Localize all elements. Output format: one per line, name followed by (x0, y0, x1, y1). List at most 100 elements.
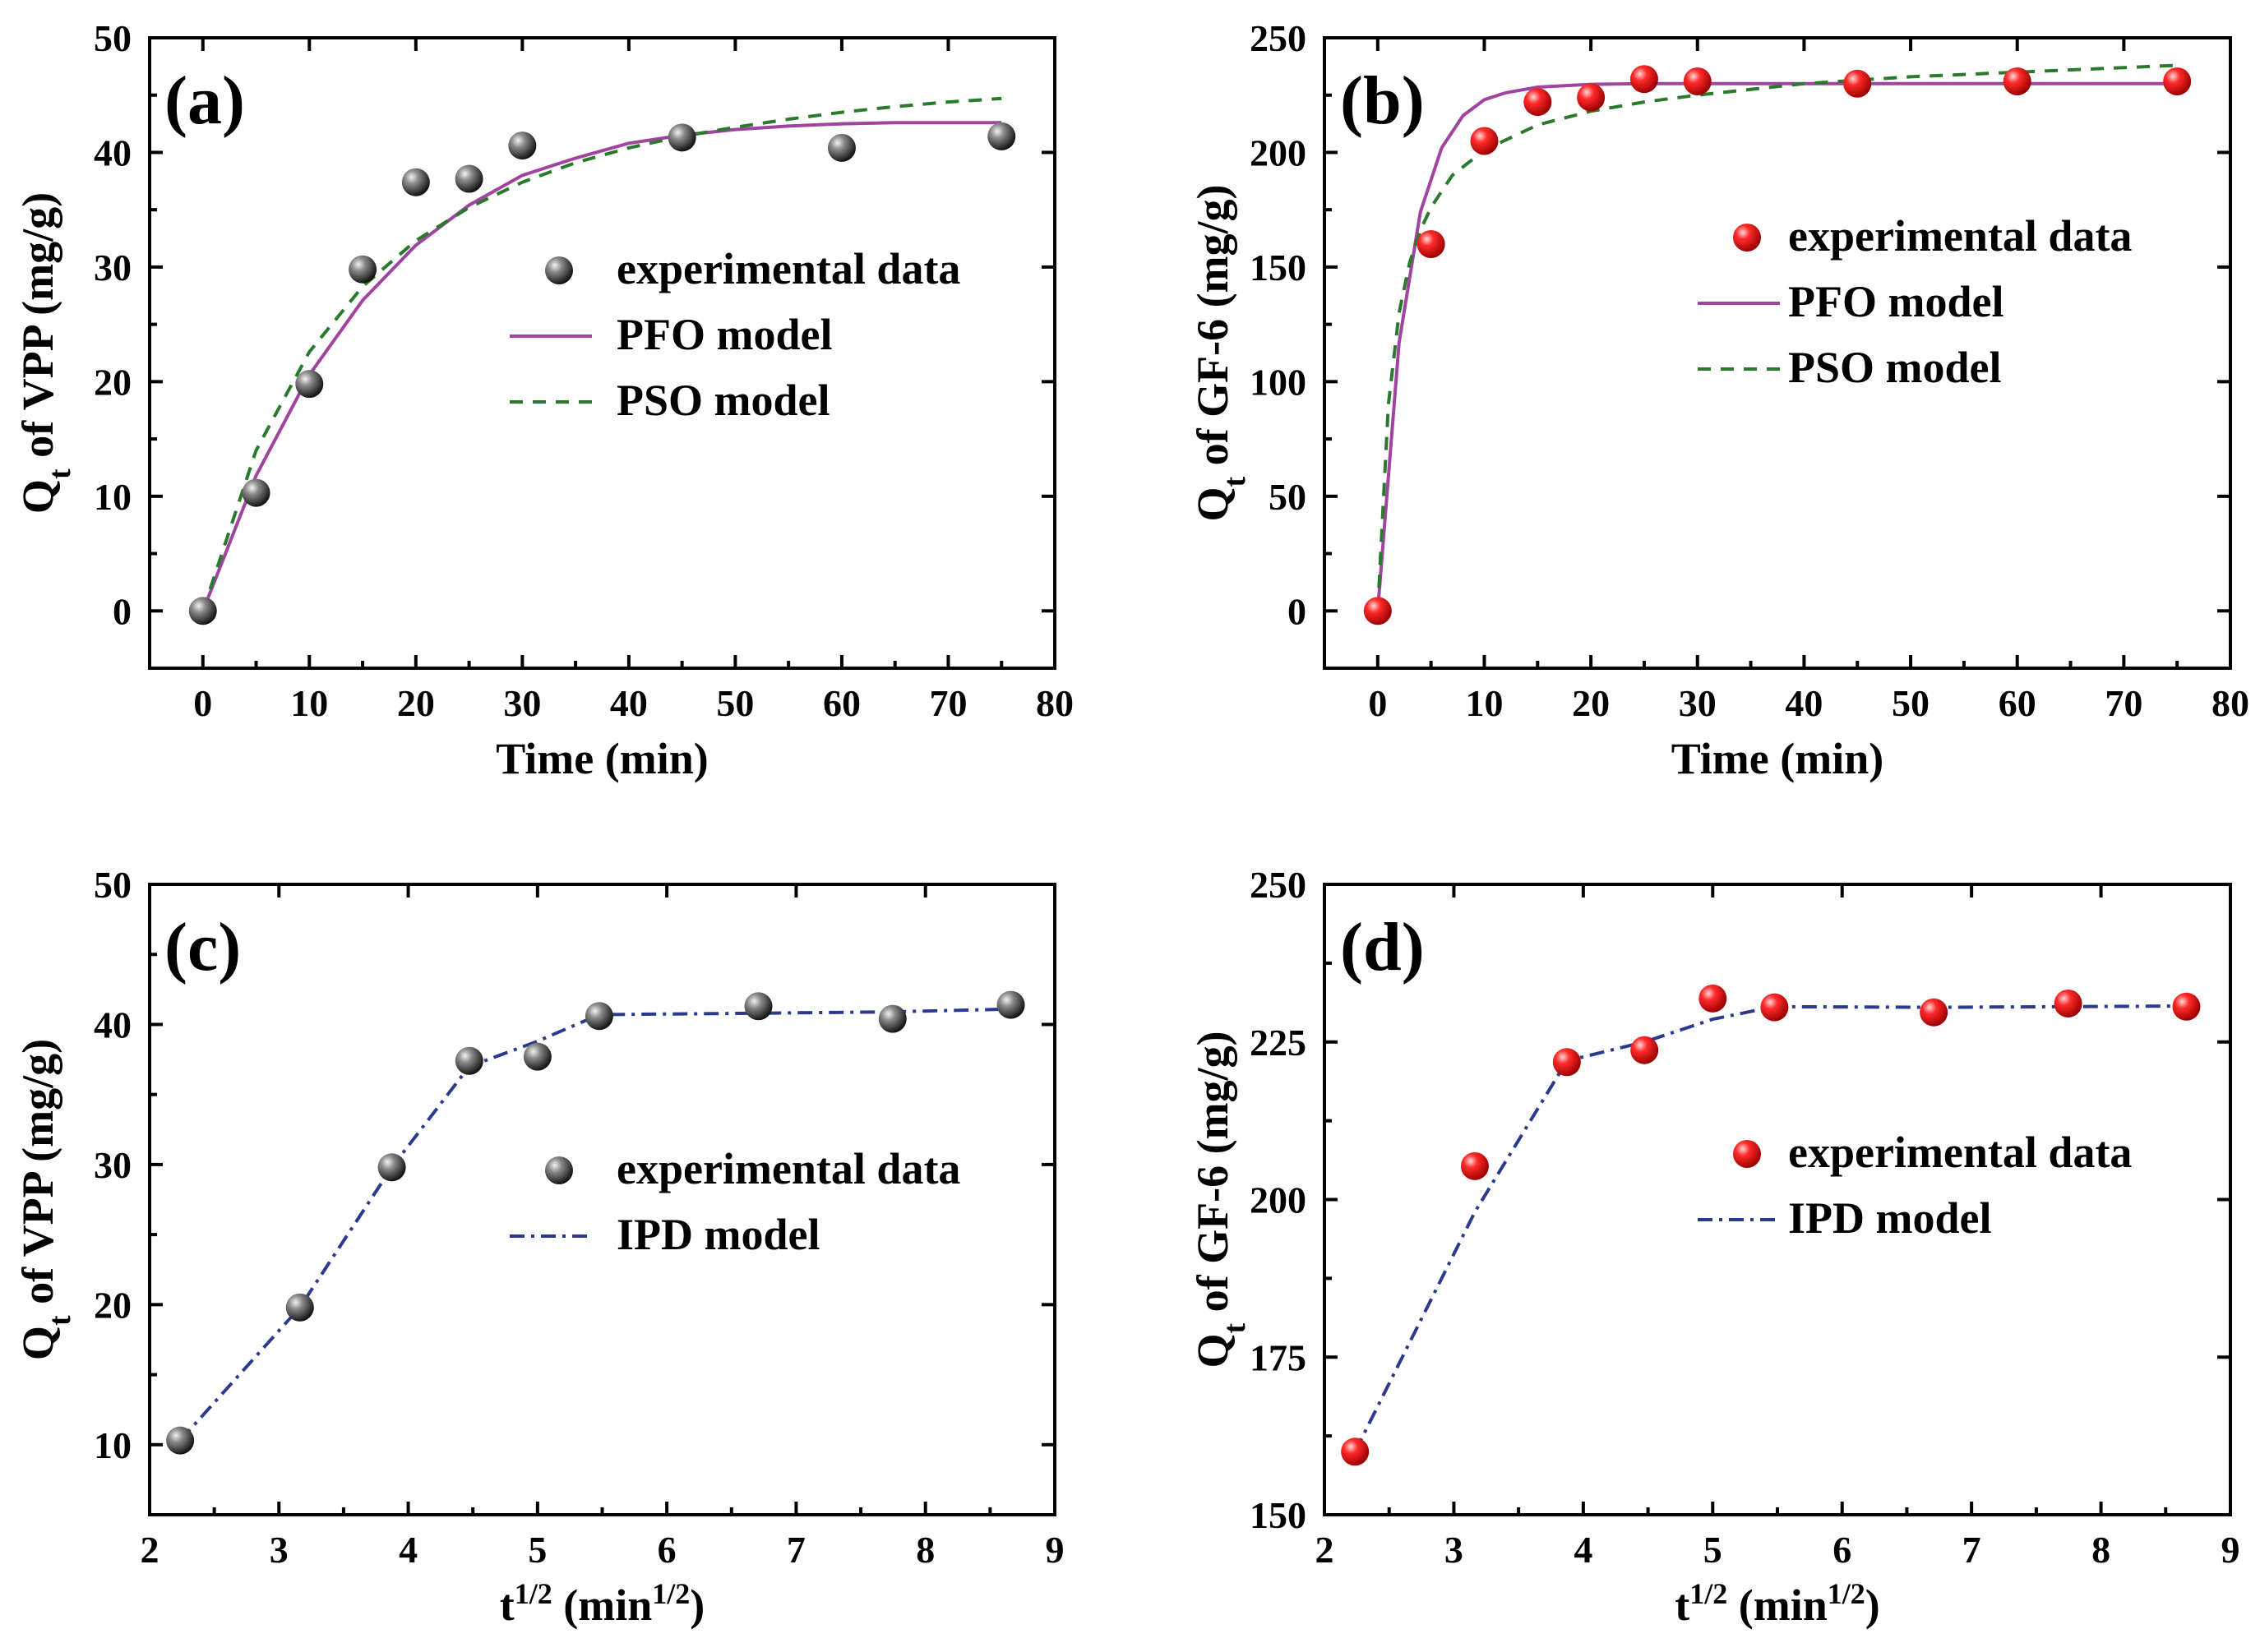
x-tick-label: 8 (2091, 1529, 2110, 1571)
legend-label: PFO model (617, 310, 832, 359)
legend-marker (1733, 1140, 1761, 1168)
series-ipd-model (178, 1007, 1011, 1442)
x-tick-label: 8 (916, 1529, 935, 1571)
data-point (401, 168, 430, 196)
y-tick-label: 100 (1250, 361, 1306, 403)
legend-label: experimental data (1788, 1128, 2132, 1177)
legend-marker (545, 1156, 573, 1184)
data-point (1523, 88, 1552, 117)
data-point (2054, 989, 2082, 1018)
plot-frame (148, 36, 1056, 670)
x-tick-label: 10 (290, 682, 328, 724)
y-tick-label: 250 (1250, 17, 1306, 59)
y-tick-label: 40 (94, 1004, 132, 1045)
y-axis-label: Qt of GF-6 (mg/g) (1188, 1031, 1252, 1368)
panel-label: (a) (164, 62, 245, 139)
legend-label: PSO model (617, 376, 830, 425)
x-tick-label: 30 (1679, 682, 1717, 724)
data-point (166, 1426, 195, 1455)
y-tick-label: 40 (94, 132, 132, 173)
y-tick-label: 10 (94, 1424, 132, 1466)
series-pso-model (201, 96, 1002, 611)
x-tick-label: 70 (929, 682, 967, 724)
y-tick-label: 150 (1250, 247, 1306, 288)
data-point (1683, 67, 1712, 95)
data-point (1760, 993, 1789, 1022)
legend-label: experimental data (617, 244, 960, 293)
x-tick-label: 50 (1892, 682, 1930, 724)
x-tick-label: 30 (503, 682, 541, 724)
y-axis-label: Qt of GF-6 (mg/g) (1188, 184, 1252, 521)
x-tick-label: 2 (1315, 1529, 1334, 1571)
x-tick-label: 5 (1703, 1529, 1722, 1571)
x-tick-label: 0 (193, 682, 212, 724)
legend-label: IPD model (1788, 1193, 1991, 1243)
legend-label: IPD model (617, 1210, 820, 1259)
x-tick-label: 80 (2211, 682, 2249, 724)
data-point (523, 1042, 552, 1071)
data-point (987, 122, 1016, 150)
data-point (1698, 984, 1727, 1013)
x-tick-label: 9 (2221, 1529, 2240, 1571)
panel-label: (d) (1340, 909, 1425, 985)
data-point (827, 133, 856, 162)
data-point (2163, 67, 2192, 95)
y-tick-label: 50 (1269, 476, 1306, 518)
series-ipd-model (1353, 1004, 2187, 1453)
legend-marker (1733, 224, 1761, 251)
x-tick-label: 6 (1832, 1529, 1851, 1571)
x-tick-label: 3 (270, 1529, 289, 1571)
y-tick-label: 50 (94, 17, 132, 59)
legend-label: experimental data (617, 1144, 960, 1193)
x-tick-label: 80 (1036, 682, 1074, 724)
legend-label: PSO model (1788, 343, 2002, 392)
y-tick-label: 150 (1250, 1494, 1306, 1536)
y-tick-label: 0 (113, 590, 132, 632)
x-tick-label: 0 (1368, 682, 1387, 724)
panel-c: 2 3 4 5 6 7 8 9 10 20 30 40 50 t1/2 (min1/2) Qt of VPP… (13, 864, 1065, 1630)
data-point (508, 132, 537, 160)
data-point (1843, 69, 1872, 98)
data-point (744, 992, 773, 1021)
data-point (1417, 230, 1445, 259)
legend-marker (545, 256, 573, 284)
y-tick-label: 250 (1250, 864, 1306, 906)
data-point (455, 164, 483, 193)
x-tick-label: 4 (1574, 1529, 1592, 1571)
x-axis-label: Time (min) (1671, 734, 1883, 783)
panel-label: (b) (1340, 62, 1425, 139)
series-pfo-model (1375, 81, 2178, 611)
x-tick-label: 7 (787, 1529, 806, 1571)
data-point (2003, 67, 2031, 95)
plot-frame (1323, 883, 2232, 1516)
data-point (1552, 1048, 1581, 1077)
data-point (1629, 65, 1658, 94)
legend-label: PFO model (1788, 277, 2003, 326)
y-tick-label: 10 (94, 476, 132, 518)
data-point (585, 1002, 613, 1031)
x-tick-label: 4 (399, 1529, 418, 1571)
data-point (295, 370, 324, 399)
legend-label: experimental data (1788, 211, 2132, 261)
x-tick-label: 7 (1962, 1529, 1981, 1571)
data-point (349, 255, 377, 284)
panel-label: (c) (164, 909, 241, 985)
y-tick-label: 225 (1250, 1022, 1306, 1064)
y-tick-label: 30 (94, 247, 132, 288)
data-point (242, 478, 270, 507)
y-tick-label: 30 (94, 1144, 132, 1186)
data-point (668, 123, 696, 152)
x-tick-label: 60 (1999, 682, 2036, 724)
plot-frame (1323, 36, 2232, 670)
series-pfo-model (201, 121, 1002, 612)
y-tick-label: 0 (1287, 590, 1306, 632)
x-tick-label: 20 (397, 682, 435, 724)
x-tick-label: 50 (716, 682, 754, 724)
y-tick-label: 175 (1250, 1336, 1306, 1378)
data-point (1577, 83, 1606, 112)
x-tick-label: 2 (141, 1529, 159, 1571)
data-point (1630, 1036, 1659, 1064)
y-tick-label: 20 (94, 1284, 132, 1326)
